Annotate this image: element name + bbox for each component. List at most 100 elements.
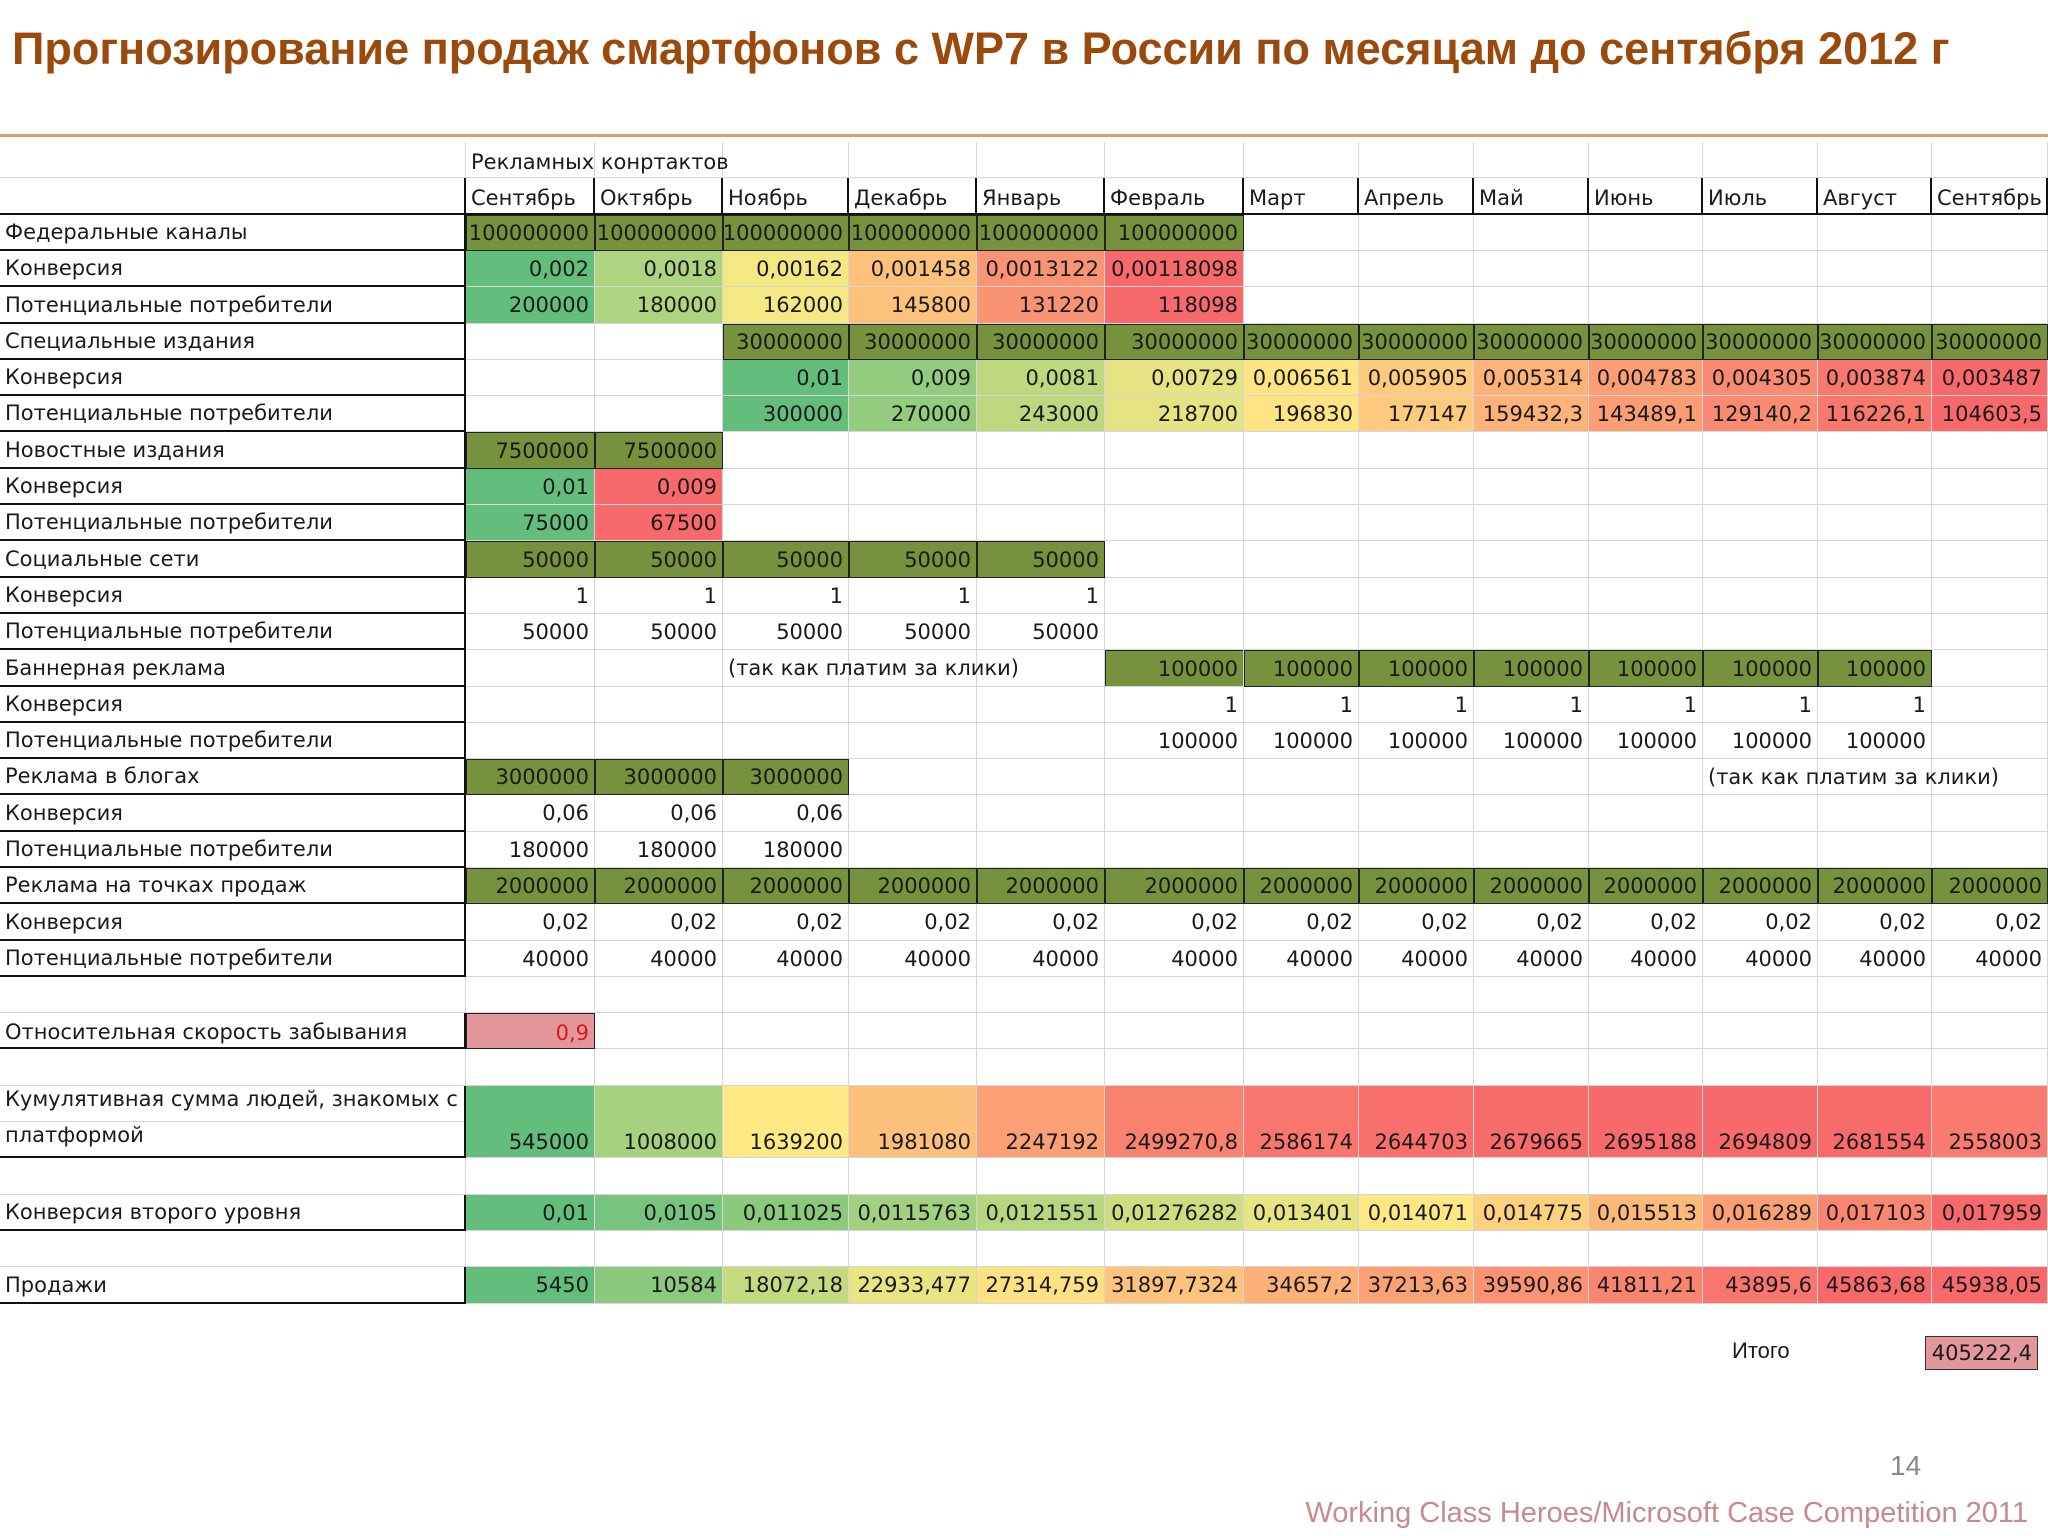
table-cell: 40000 (595, 941, 723, 977)
note-text: (так как платим за клики) (1703, 759, 2048, 795)
table-cell (1359, 759, 1474, 795)
table-cell (1105, 759, 1244, 795)
table-cell (1932, 687, 2048, 723)
table-cell (1703, 832, 1818, 868)
month-header: Декабрь (849, 178, 977, 215)
grid-cell (1703, 1013, 1818, 1049)
cumulative-cell: 2695188 (1589, 1086, 1703, 1158)
table-cell (849, 432, 977, 469)
table-cell: 2000000 (1474, 868, 1589, 904)
row-label: Потенциальные потребители (0, 505, 466, 541)
table-cell (1244, 432, 1359, 469)
table-cell: 100000 (1244, 650, 1359, 687)
grid-cell (977, 1013, 1105, 1049)
grid-cell (849, 977, 977, 1013)
grid-cell (723, 1231, 849, 1267)
month-header: Ноябрь (723, 178, 849, 215)
conversion2-cell: 0,013401 (1244, 1195, 1359, 1231)
table-cell (1932, 432, 2048, 469)
table-cell: 0,009 (595, 469, 723, 505)
cumulative-cell: 2558003 (1932, 1086, 2048, 1158)
table-cell: 1 (1244, 687, 1359, 723)
table-cell: 50000 (466, 614, 595, 650)
grid-cell (1703, 1231, 1818, 1267)
grid-cell (723, 1013, 849, 1049)
grid-cell (1703, 977, 1818, 1013)
grid-cell (1244, 142, 1359, 178)
table-cell (1359, 795, 1474, 832)
grid-cell (1244, 1158, 1359, 1195)
table-cell: 2000000 (977, 868, 1105, 904)
table-cell: 2000000 (1359, 868, 1474, 904)
table-cell (1474, 432, 1589, 469)
table-cell (1589, 469, 1703, 505)
grid-cell (1818, 1013, 1932, 1049)
table-cell: 100000 (1244, 723, 1359, 759)
grid-cell (1932, 1231, 2048, 1267)
table-cell (1359, 215, 1474, 251)
table-cell (1244, 832, 1359, 868)
grid-cell (1474, 1013, 1589, 1049)
table-cell: 40000 (723, 941, 849, 977)
grid-cell (1359, 1049, 1474, 1086)
table-cell: 1 (1818, 687, 1932, 723)
grid-cell (1703, 1158, 1818, 1195)
table-cell: 129140,2 (1703, 396, 1818, 432)
table-cell (1474, 287, 1589, 324)
table-cell: 3000000 (466, 759, 595, 795)
grid-cell (1932, 1158, 2048, 1195)
table-cell: 159432,3 (1474, 396, 1589, 432)
table-cell (849, 723, 977, 759)
grid-cell (1589, 1013, 1703, 1049)
table-cell (849, 795, 977, 832)
table-cell: 30000000 (977, 324, 1105, 360)
row-label: Конверсия (0, 251, 466, 287)
table-cell (1589, 541, 1703, 578)
table-cell (1932, 287, 2048, 324)
spreadsheet-table: Рекламных конртактов Сентябрь Октябрь Ноябр… (0, 142, 2048, 1370)
table-cell: 2000000 (723, 868, 849, 904)
table-cell (977, 687, 1105, 723)
table-cell (466, 687, 595, 723)
conversion2-cell: 0,01276282 (1105, 1195, 1244, 1231)
row-label: Потенциальные потребители (0, 832, 466, 868)
sales-cell: 41811,21 (1589, 1267, 1703, 1304)
grid-cell (1359, 1231, 1474, 1267)
grid-cell (1359, 977, 1474, 1013)
grid-cell (1105, 977, 1244, 1013)
table-cell (1589, 287, 1703, 324)
month-header: Апрель (1359, 178, 1474, 215)
table-cell (977, 432, 1105, 469)
grid-cell (1474, 977, 1589, 1013)
table-cell (1818, 469, 1932, 505)
table-cell: 7500000 (595, 432, 723, 469)
sales-cell: 39590,86 (1474, 1267, 1589, 1304)
footer-text: Working Class Heroes/Microsoft Case Comp… (1305, 1497, 2028, 1529)
table-cell (1244, 614, 1359, 650)
table-cell: 40000 (1105, 941, 1244, 977)
table-cell: 162000 (723, 287, 849, 324)
table-cell (1818, 578, 1932, 614)
sales-cell: 18072,18 (723, 1267, 849, 1304)
grid-cell (1474, 1158, 1589, 1195)
row-label: Баннерная реклама (0, 650, 466, 687)
table-cell (1932, 215, 2048, 251)
table-cell: 196830 (1244, 396, 1359, 432)
table-cell (1244, 469, 1359, 505)
table-cell: 0,005905 (1359, 360, 1474, 396)
table-cell: 131220 (977, 287, 1105, 324)
table-cell: 0,02 (977, 904, 1105, 941)
grid-cell (1589, 977, 1703, 1013)
table-cell (1589, 578, 1703, 614)
table-cell: 1 (849, 578, 977, 614)
cumulative-cell: 1008000 (595, 1086, 723, 1158)
grid-cell (0, 977, 466, 1013)
table-cell: 100000 (1703, 650, 1818, 687)
grid-cell (466, 1231, 595, 1267)
table-cell: 2000000 (1818, 868, 1932, 904)
table-cell (849, 469, 977, 505)
table-cell (1589, 251, 1703, 287)
table-cell: 0,006561 (1244, 360, 1359, 396)
sales-cell: 10584 (595, 1267, 723, 1304)
table-cell (1589, 505, 1703, 541)
